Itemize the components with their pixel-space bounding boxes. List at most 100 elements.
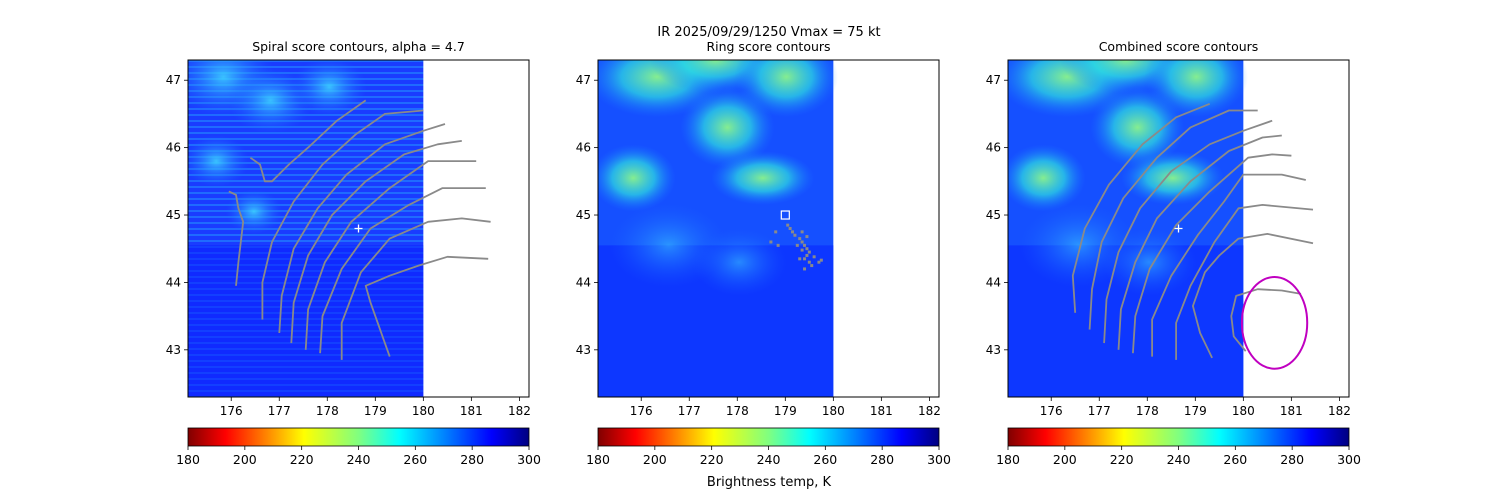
colorbar-tick-label: 300 <box>1337 452 1361 467</box>
y-tick-label: 47 <box>576 73 591 87</box>
ring-score-dot <box>805 253 809 257</box>
plot-area <box>188 60 491 397</box>
figure-suptitle: IR 2025/09/29/1250 Vmax = 75 kt <box>657 25 880 40</box>
ring-score-dot <box>791 230 795 234</box>
colorbar-tick-label: 280 <box>870 452 894 467</box>
colorbar: 180 200 220 240 260 280 300 <box>176 427 541 467</box>
cloud-band <box>1120 150 1225 205</box>
ring-score-dot <box>788 227 792 230</box>
score-contour <box>340 217 491 360</box>
score-contour <box>1117 134 1282 350</box>
cloud-band <box>1090 86 1185 168</box>
ring-score-dot <box>805 235 809 239</box>
y-tick-label: 47 <box>166 73 181 87</box>
cloud-band <box>1102 228 1197 296</box>
colorbar-gradient <box>1007 427 1350 447</box>
colorbar-tick-label: 280 <box>1280 452 1304 467</box>
ring-score-dot <box>803 257 807 261</box>
ring-score-dot <box>807 260 811 264</box>
x-tick-label: 178 <box>1136 404 1159 418</box>
ring-score-dot <box>774 230 778 234</box>
colorbar-label: Brightness temp, K <box>707 475 832 490</box>
colorbar-tick-label: 200 <box>643 452 667 467</box>
ring-score-dot <box>800 240 804 244</box>
y-tick-label: 43 <box>576 343 591 357</box>
ring-score-dot <box>807 250 811 254</box>
x-tick-label: 177 <box>1088 404 1111 418</box>
score-contour <box>290 140 462 344</box>
colorbar-gradient <box>597 427 940 447</box>
plot-area <box>1008 60 1314 397</box>
plot-area <box>598 60 839 397</box>
panel-title: Spiral score contours, alpha = 4.7 <box>252 39 465 54</box>
x-tick-label: 178 <box>316 404 339 418</box>
score-contour <box>1175 204 1314 360</box>
score-contour <box>304 160 477 350</box>
score-contour <box>278 123 446 334</box>
y-tick-label: 47 <box>986 73 1001 87</box>
score-contour <box>1192 233 1314 359</box>
eye-circle <box>1240 276 1309 370</box>
ring-score-dot <box>817 260 821 264</box>
cloud-band <box>680 86 775 168</box>
y-tick-label: 45 <box>986 208 1001 222</box>
cloud-band <box>225 189 283 234</box>
colorbar-tick-label: 300 <box>927 452 951 467</box>
cloud-band <box>1008 144 1086 212</box>
colorbar-tick-label: 200 <box>233 452 257 467</box>
ring-score-dot <box>803 243 807 247</box>
center-square-marker <box>780 210 790 220</box>
y-tick-label: 46 <box>576 141 591 155</box>
colorbar-tick-label: 260 <box>813 452 837 467</box>
x-tick-label: 181 <box>870 404 893 418</box>
x-tick-label: 176 <box>220 404 243 418</box>
score-contour <box>319 187 486 354</box>
y-tick-label: 43 <box>986 343 1001 357</box>
x-tick-label: 177 <box>268 404 291 418</box>
ring-score-dot <box>769 240 773 244</box>
x-tick-label: 178 <box>726 404 749 418</box>
colorbar-tick-label: 240 <box>347 452 371 467</box>
score-contour <box>1071 102 1211 313</box>
colorbar-tick-label: 280 <box>460 452 484 467</box>
cloud-band <box>228 67 313 134</box>
x-tick-label: 181 <box>1280 404 1303 418</box>
x-tick-label: 179 <box>774 404 797 418</box>
score-contour <box>1151 173 1306 357</box>
score-contour <box>249 99 367 183</box>
ring-score-dot <box>798 237 802 241</box>
y-tick-label: 44 <box>576 275 591 289</box>
colorbar-tick-label: 220 <box>290 452 314 467</box>
panel-2: 176 177 178 179 180 181 182 43 44 45 46 47 Ring scor… <box>576 39 951 467</box>
score-contour <box>261 109 424 320</box>
colorbar-tick-label: 180 <box>176 452 200 467</box>
score-contour <box>364 255 489 357</box>
x-tick-label: 179 <box>1184 404 1207 418</box>
x-tick-label: 180 <box>412 404 435 418</box>
x-tick-label: 182 <box>1328 404 1351 418</box>
colorbar-tick-label: 220 <box>700 452 724 467</box>
x-tick-label: 179 <box>364 404 387 418</box>
colorbar: 180 200 220 240 260 280 300 <box>586 427 951 467</box>
score-contour <box>1132 153 1292 354</box>
ring-score-dot <box>803 267 807 271</box>
x-tick-label: 182 <box>508 404 531 418</box>
ring-score-dot <box>805 247 809 251</box>
panel-title: Ring score contours <box>706 39 830 54</box>
ring-score-dot <box>819 258 823 262</box>
ring-score-dot <box>793 233 797 237</box>
x-tick-label: 181 <box>460 404 483 418</box>
panel-title: Combined score contours <box>1099 39 1259 54</box>
cloud-band <box>692 228 787 296</box>
colorbar-tick-label: 180 <box>996 452 1020 467</box>
cloud-band <box>291 60 367 117</box>
ir-image-lower <box>188 245 424 397</box>
y-tick-label: 44 <box>166 275 181 289</box>
x-tick-label: 176 <box>1040 404 1063 418</box>
y-tick-label: 45 <box>576 208 591 222</box>
colorbar-tick-label: 240 <box>1167 452 1191 467</box>
y-tick-label: 43 <box>166 343 181 357</box>
axes-frame <box>597 59 940 398</box>
x-tick-label: 182 <box>918 404 941 418</box>
